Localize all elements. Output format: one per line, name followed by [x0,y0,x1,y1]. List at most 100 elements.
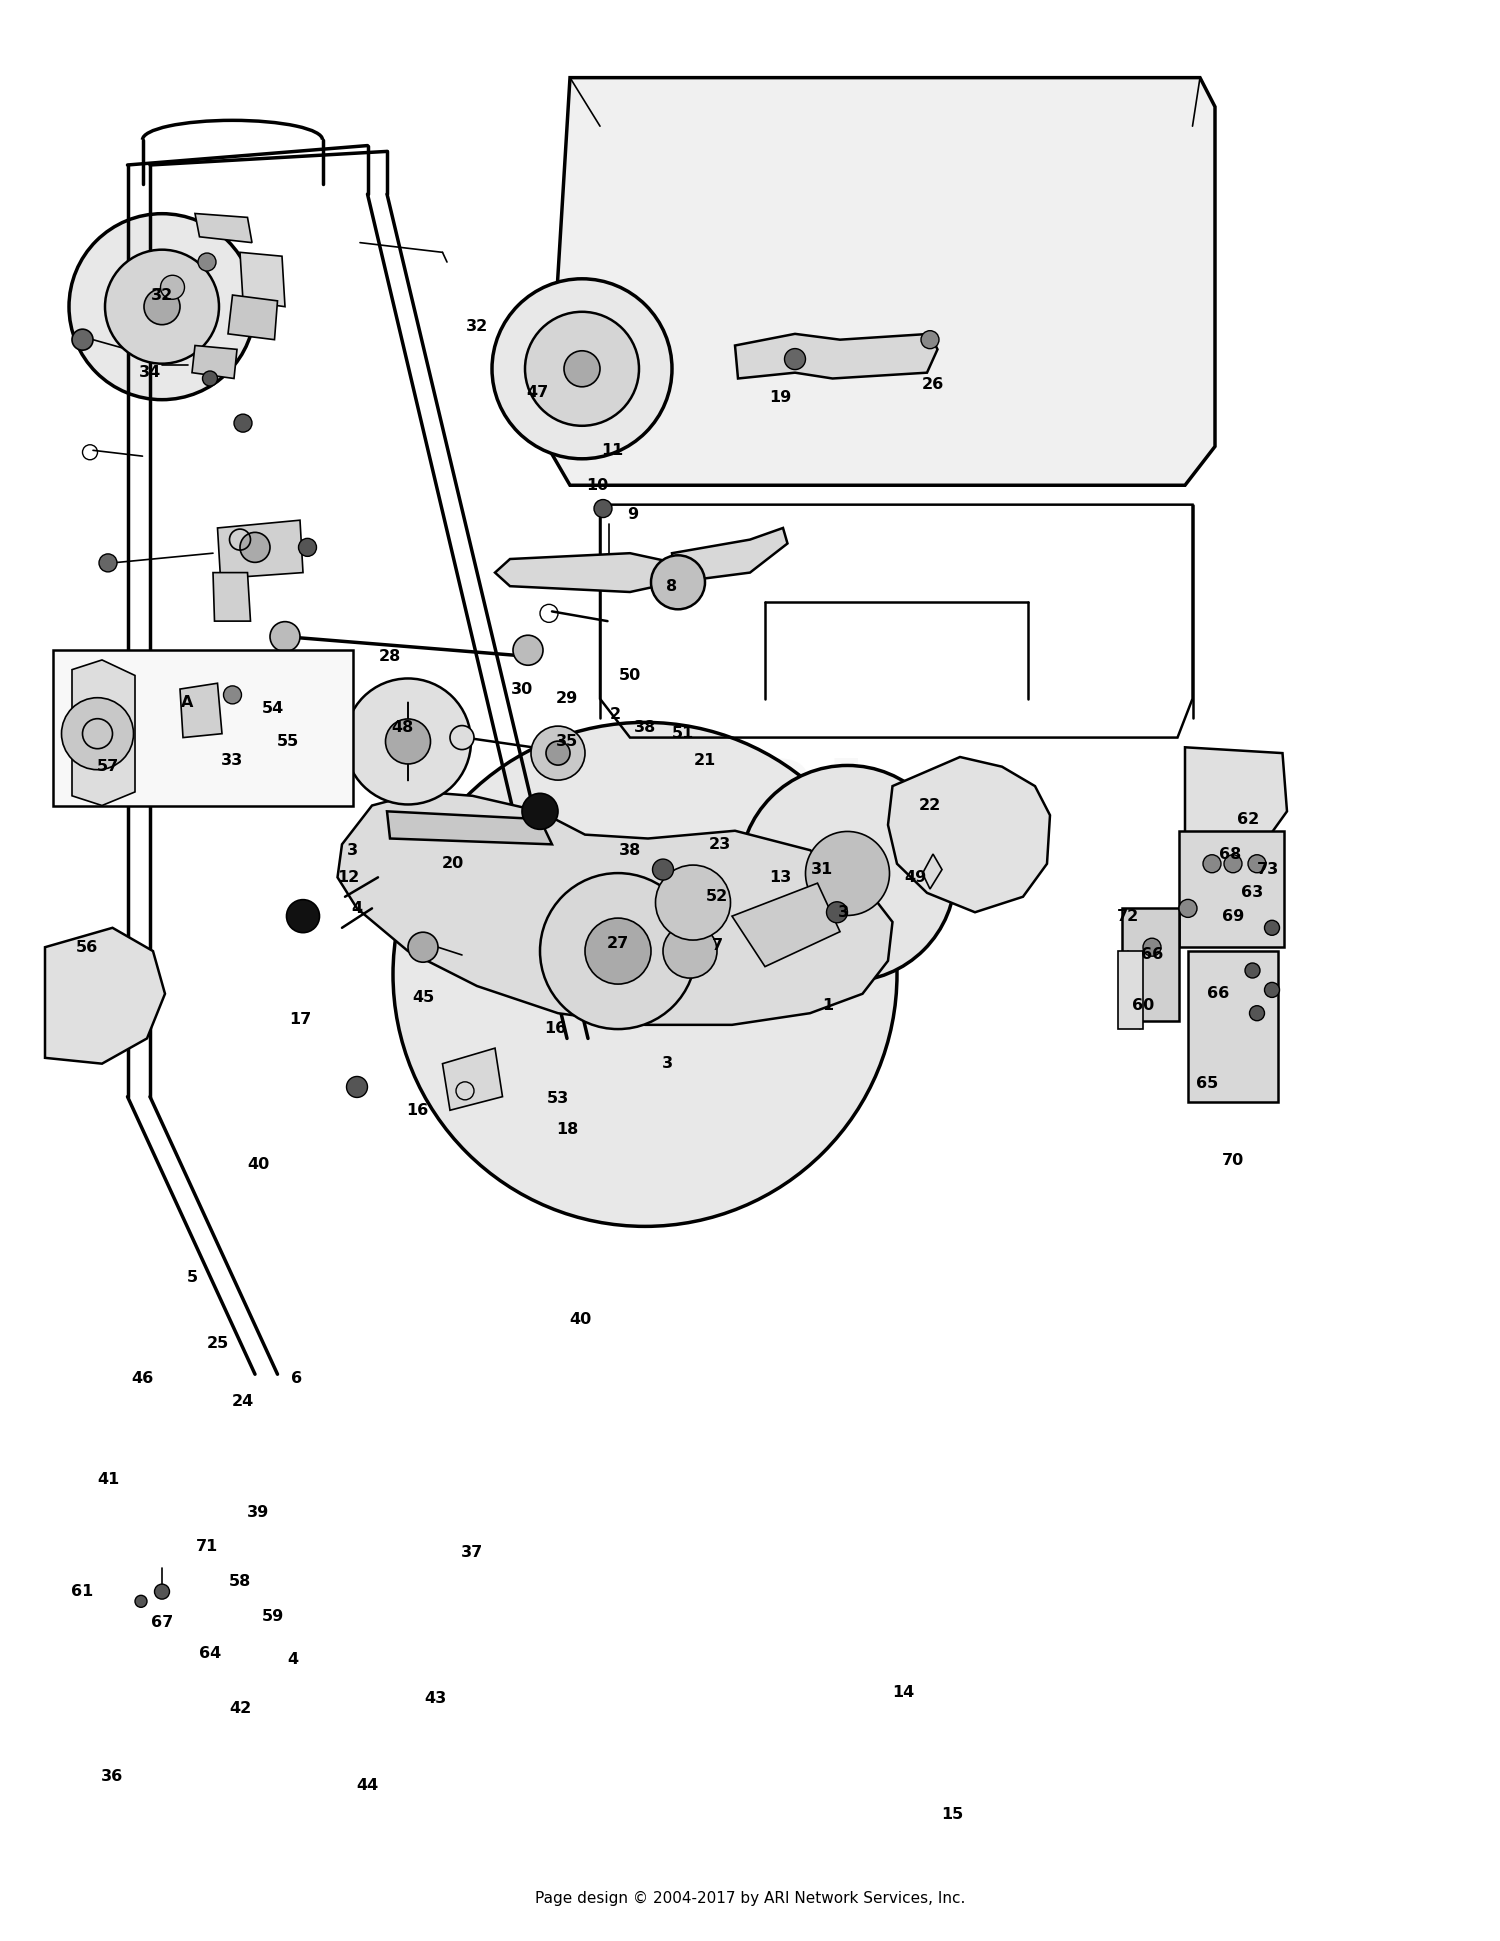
Text: 70: 70 [1222,1153,1244,1168]
Polygon shape [338,792,892,1025]
Text: 66: 66 [1208,986,1228,1002]
Text: 42: 42 [230,1700,251,1716]
Circle shape [651,555,705,609]
Text: 39: 39 [248,1504,268,1520]
Bar [1179,831,1284,947]
Text: 17: 17 [290,1011,310,1027]
Text: 47: 47 [526,384,548,400]
Circle shape [652,860,674,879]
Polygon shape [240,252,285,307]
Bar [1122,908,1179,1021]
Circle shape [806,831,889,916]
Circle shape [393,722,897,1227]
Text: 6: 6 [291,1370,303,1386]
Text: 30: 30 [512,681,532,697]
Circle shape [525,313,639,425]
Bar [53,650,352,806]
Text: 54: 54 [262,701,284,716]
Circle shape [540,873,696,1029]
Polygon shape [180,683,222,738]
Text: 66: 66 [1142,947,1162,963]
Circle shape [1143,938,1161,957]
Circle shape [202,371,217,386]
Text: A: A [182,695,194,710]
Text: 58: 58 [230,1574,251,1590]
Circle shape [1248,854,1266,873]
Polygon shape [922,854,942,889]
Text: 12: 12 [338,870,358,885]
Circle shape [240,532,270,563]
Circle shape [72,330,93,349]
Text: 25: 25 [207,1335,228,1351]
Circle shape [921,330,939,349]
Circle shape [784,349,806,369]
Text: 27: 27 [608,936,628,951]
Text: 55: 55 [278,734,298,749]
Text: 2: 2 [609,707,621,722]
Text: 40: 40 [248,1157,268,1172]
Text: 15: 15 [942,1807,963,1823]
Polygon shape [217,520,303,578]
Text: 38: 38 [620,842,640,858]
Circle shape [105,250,219,363]
Text: 41: 41 [98,1471,118,1487]
Circle shape [286,899,320,934]
Circle shape [513,635,543,666]
Text: 56: 56 [76,939,98,955]
Circle shape [144,289,180,324]
Text: 44: 44 [357,1778,378,1793]
Text: 8: 8 [666,578,678,594]
Circle shape [408,932,438,963]
Text: 45: 45 [413,990,434,1005]
Circle shape [345,679,471,804]
Circle shape [62,697,134,771]
Text: 3: 3 [662,1056,674,1071]
Text: 26: 26 [922,377,944,392]
Polygon shape [45,928,165,1064]
Text: 13: 13 [770,870,790,885]
Text: 52: 52 [706,889,728,905]
Text: 23: 23 [710,837,730,852]
Text: 4: 4 [286,1652,298,1667]
Text: 51: 51 [672,726,693,741]
Circle shape [450,726,474,749]
Text: 37: 37 [462,1545,483,1561]
Text: Page design © 2004-2017 by ARI Network Services, Inc.: Page design © 2004-2017 by ARI Network S… [536,1891,964,1906]
Text: 5: 5 [186,1269,198,1285]
Circle shape [154,1584,170,1599]
Text: 20: 20 [442,856,464,872]
Circle shape [160,276,184,299]
Polygon shape [213,573,250,621]
Text: 22: 22 [920,798,940,813]
Text: 35: 35 [556,734,578,749]
Text: 18: 18 [556,1122,578,1137]
Polygon shape [672,528,788,582]
Text: 65: 65 [1197,1075,1218,1091]
Circle shape [99,553,117,573]
Text: 36: 36 [102,1768,123,1784]
Text: 46: 46 [132,1370,153,1386]
Polygon shape [1185,747,1287,839]
Text: 11: 11 [602,443,622,458]
Circle shape [663,924,717,978]
Circle shape [234,413,252,433]
Polygon shape [192,345,237,378]
Polygon shape [495,553,682,592]
Circle shape [1264,920,1280,936]
Polygon shape [888,757,1050,912]
Polygon shape [228,295,278,340]
Text: 24: 24 [232,1394,254,1409]
Circle shape [1203,854,1221,873]
Circle shape [298,538,316,557]
Text: 16: 16 [544,1021,566,1036]
Polygon shape [195,214,252,243]
Circle shape [386,718,430,765]
Circle shape [1264,982,1280,998]
Text: 4: 4 [351,901,363,916]
Text: 48: 48 [392,720,412,736]
Circle shape [69,214,255,400]
Text: 32: 32 [152,287,172,303]
Polygon shape [72,660,135,806]
Text: 32: 32 [466,318,488,334]
Text: 50: 50 [620,668,640,683]
